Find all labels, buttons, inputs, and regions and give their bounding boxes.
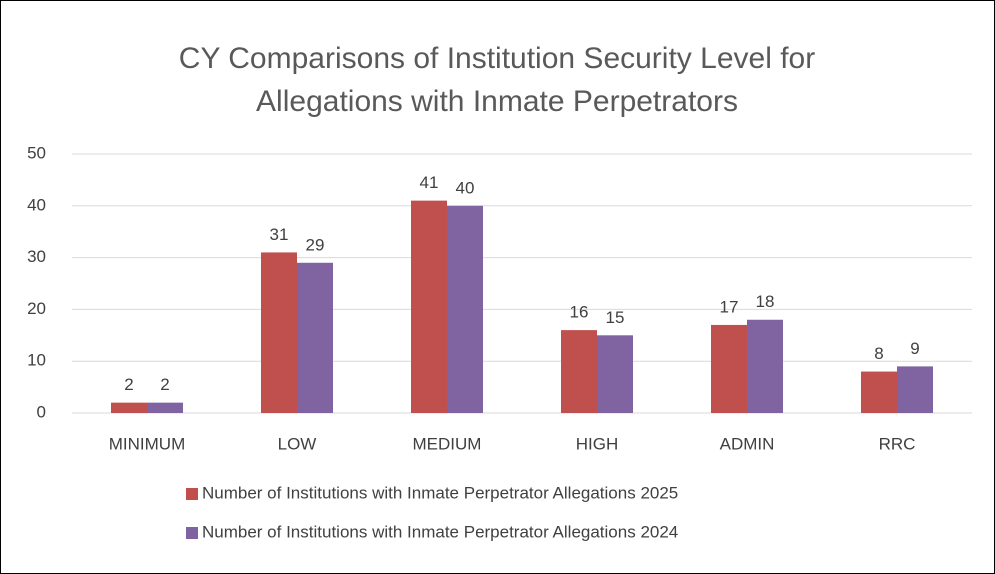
x-tick-label: MINIMUM xyxy=(109,434,185,453)
bar xyxy=(261,252,297,413)
y-tick-label: 0 xyxy=(37,402,46,421)
bar xyxy=(447,205,483,413)
legend-label: Number of Institutions with Inmate Perpe… xyxy=(202,483,678,502)
y-tick-label: 10 xyxy=(27,351,46,370)
bar xyxy=(597,335,633,413)
y-tick-label: 50 xyxy=(27,143,46,162)
value-label: 18 xyxy=(756,292,775,311)
bar xyxy=(861,371,897,413)
value-label: 2 xyxy=(124,375,133,394)
value-label: 9 xyxy=(910,339,919,358)
value-label: 8 xyxy=(874,344,883,363)
bar xyxy=(747,319,783,413)
bar xyxy=(297,262,333,413)
legend-label: Number of Institutions with Inmate Perpe… xyxy=(202,522,678,541)
bar xyxy=(147,402,183,413)
x-tick-label: RRC xyxy=(879,434,916,453)
value-label: 29 xyxy=(306,235,325,254)
bar xyxy=(897,366,933,413)
value-label: 2 xyxy=(160,375,169,394)
y-tick-label: 30 xyxy=(27,247,46,266)
value-label: 16 xyxy=(570,303,589,322)
value-label: 17 xyxy=(720,297,739,316)
y-tick-label: 40 xyxy=(27,195,46,214)
chart-title: CY Comparisons of Institution Security L… xyxy=(179,42,815,118)
legend-swatch xyxy=(186,488,198,500)
value-label: 15 xyxy=(606,308,625,327)
x-tick-label: MEDIUM xyxy=(413,434,482,453)
bar xyxy=(711,324,747,413)
value-label: 41 xyxy=(420,173,439,192)
bar xyxy=(111,402,147,413)
x-tick-label: ADMIN xyxy=(720,434,775,453)
value-label: 40 xyxy=(456,178,475,197)
y-tick-label: 20 xyxy=(27,299,46,318)
bar xyxy=(561,330,597,413)
value-label: 31 xyxy=(270,225,289,244)
x-tick-label: LOW xyxy=(278,434,317,453)
legend-swatch xyxy=(186,527,198,539)
bar xyxy=(411,200,447,413)
x-tick-label: HIGH xyxy=(576,434,619,453)
